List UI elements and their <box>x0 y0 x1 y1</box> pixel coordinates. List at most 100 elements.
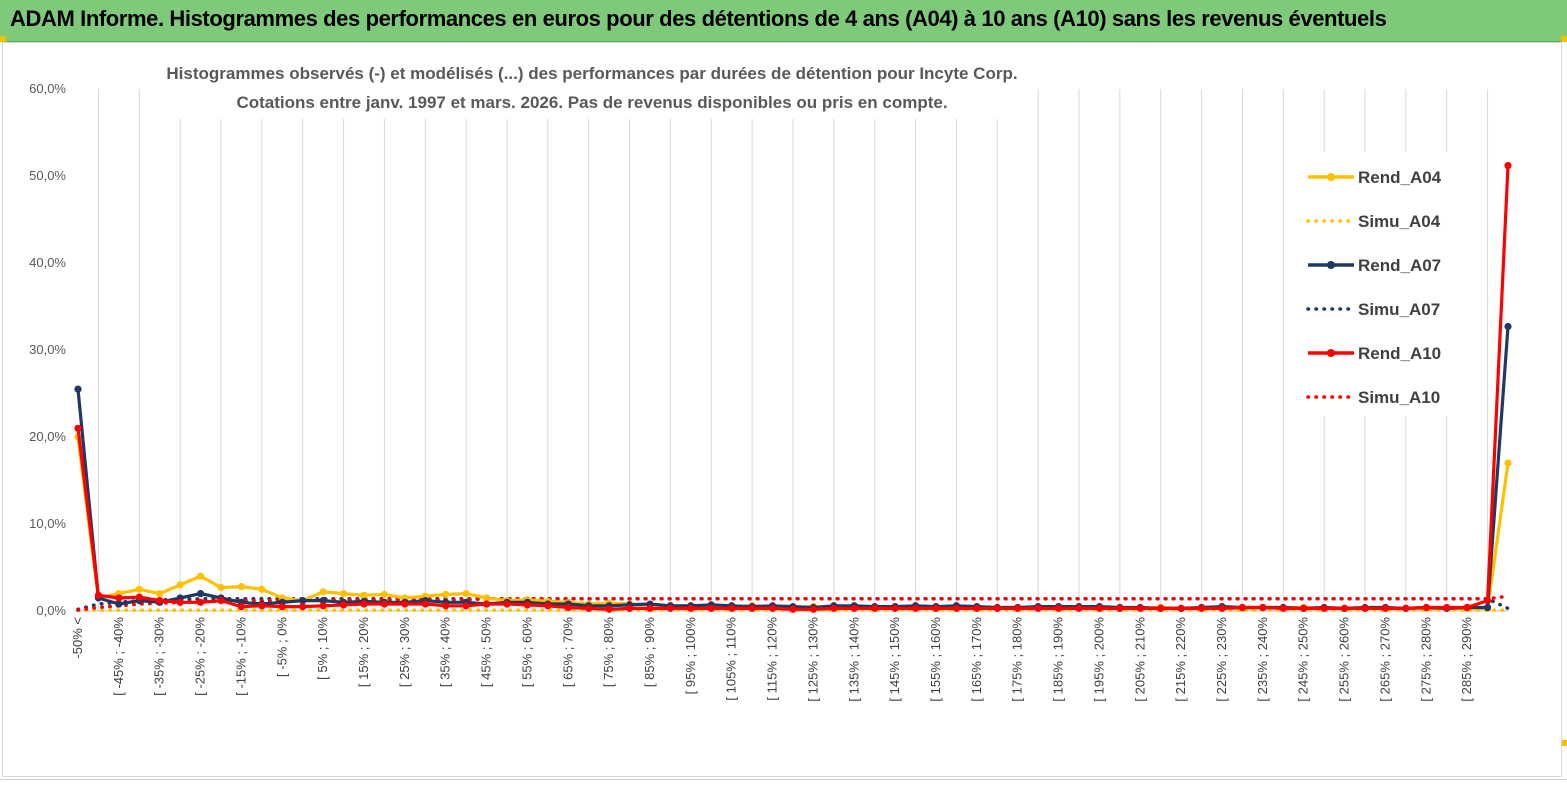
data-point <box>585 604 593 612</box>
data-point <box>605 605 613 613</box>
legend-label: Rend_A07 <box>1358 256 1441 275</box>
x-tick-label: [ 165% ; 170% <box>969 617 984 702</box>
x-tick-label: -50% < <box>70 617 85 659</box>
x-tick-label: [ 255% ; 260% <box>1337 617 1352 702</box>
data-point <box>871 604 879 612</box>
corner-marker <box>1561 36 1567 42</box>
bottom-bar <box>0 779 1567 790</box>
y-tick-label: 20,0% <box>29 429 66 444</box>
x-tick-label: [ 225% ; 230% <box>1214 617 1229 702</box>
corner-marker <box>0 36 6 42</box>
data-point <box>1381 604 1390 612</box>
chart-title-line1: Histogrammes observés (-) et modélisés (… <box>166 64 1017 83</box>
data-point <box>217 596 225 605</box>
data-point <box>1014 604 1022 612</box>
x-tick-label: [ 25% ; 30% <box>397 617 412 688</box>
legend-item-simu_a04: Simu_A04 <box>1306 212 1441 231</box>
data-point <box>196 598 205 606</box>
data-point <box>707 604 715 612</box>
x-tick-label: [ 45% ; 50% <box>479 617 494 688</box>
data-point <box>1443 603 1451 612</box>
x-tick-label: [ -25% ; -20% <box>193 617 208 696</box>
x-tick-label: [ 205% ; 210% <box>1132 617 1147 702</box>
x-tick-label: [ 75% ; 80% <box>601 617 616 688</box>
x-tick-label: [ 5% ; 10% <box>315 617 330 680</box>
chart-title-line2: Cotations entre janv. 1997 et mars. 2026… <box>236 93 947 112</box>
legend-label: Simu_A10 <box>1358 388 1440 407</box>
data-point <box>1054 604 1063 612</box>
legend-label: Simu_A07 <box>1358 300 1440 319</box>
data-point <box>544 602 552 610</box>
x-tick-label: [ 175% ; 180% <box>1010 617 1025 702</box>
data-point <box>1116 604 1124 612</box>
x-tick-label: [ 105% ; 110% <box>724 617 739 701</box>
y-tick-label: 60,0% <box>29 81 66 96</box>
data-point <box>1157 604 1165 612</box>
report-title: ADAM Informe. Histogrammes des performan… <box>10 6 1387 31</box>
series-layer <box>74 161 1512 613</box>
data-point <box>1504 322 1512 331</box>
data-point <box>156 596 164 605</box>
data-point <box>115 594 123 602</box>
data-point <box>625 604 634 612</box>
x-tick-label: [ 65% ; 70% <box>560 617 575 688</box>
legend-marker <box>1327 173 1335 181</box>
x-tick-label: [ 35% ; 40% <box>438 617 453 688</box>
report-banner: ADAM Informe. Histogrammes des performan… <box>0 0 1567 42</box>
y-tick-label: 40,0% <box>29 255 66 270</box>
data-point <box>1402 604 1410 612</box>
data-point <box>850 604 858 612</box>
legend-item-rend_a04: Rend_A04 <box>1308 168 1442 187</box>
data-point <box>1340 604 1349 612</box>
y-tick-label: 10,0% <box>29 516 66 531</box>
data-point <box>135 593 143 601</box>
data-point <box>319 588 327 596</box>
data-point <box>891 604 899 612</box>
data-point <box>768 604 777 612</box>
legend-item-simu_a07: Simu_A07 <box>1306 300 1440 319</box>
data-point <box>237 583 246 591</box>
data-point <box>319 596 327 605</box>
data-point <box>94 591 103 599</box>
x-tick-label: [ 265% ; 270% <box>1377 617 1392 702</box>
data-point <box>973 604 981 612</box>
data-point <box>115 600 123 608</box>
data-point <box>482 594 491 602</box>
data-point <box>1136 604 1144 612</box>
x-tick-label: [ 135% ; 140% <box>846 617 861 702</box>
data-point <box>952 604 961 612</box>
data-point <box>258 585 266 593</box>
legend-label: Rend_A10 <box>1358 344 1441 363</box>
x-tick-label: [ 95% ; 100% <box>683 617 698 695</box>
data-point <box>482 600 491 608</box>
data-point <box>564 603 572 612</box>
data-point <box>728 604 736 612</box>
legend-label: Rend_A04 <box>1358 168 1442 187</box>
data-point <box>360 591 368 599</box>
chart-frame <box>2 42 1562 777</box>
data-point <box>1095 604 1104 612</box>
x-tick-label: [ 235% ; 240% <box>1255 617 1270 702</box>
data-point <box>1197 604 1206 612</box>
x-tick-label: [ -15% ; -10% <box>233 617 248 696</box>
data-point <box>462 602 470 610</box>
legend-marker <box>1327 349 1335 357</box>
title-background <box>150 57 1030 119</box>
data-point <box>339 590 348 598</box>
data-point <box>196 572 205 580</box>
data-point <box>1218 604 1226 612</box>
data-point <box>401 600 409 608</box>
y-tick-label: 0,0% <box>36 603 66 618</box>
data-point <box>1504 161 1512 170</box>
data-point <box>1300 604 1308 612</box>
x-tick-label: [ 185% ; 190% <box>1051 617 1066 702</box>
data-point <box>299 596 307 605</box>
legend-item-rend_a07: Rend_A07 <box>1308 256 1441 275</box>
data-point <box>278 603 286 611</box>
data-point <box>1483 603 1492 612</box>
data-point <box>1238 603 1247 612</box>
data-point <box>666 604 675 612</box>
y-axis: 0,0% 10,0% 20,0% 30,0% 40,0% 50,0% 60,0% <box>29 81 66 618</box>
x-tick-label: [ -35% ; -30% <box>152 617 167 696</box>
